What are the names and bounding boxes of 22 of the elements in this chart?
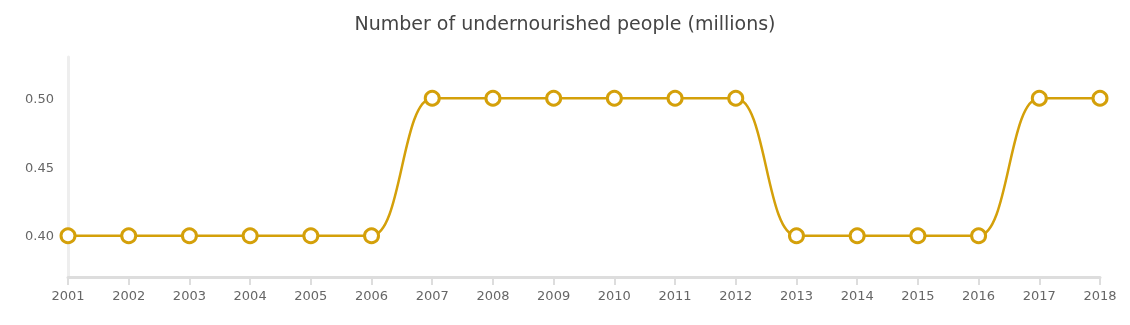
x-tick-label: 2018 <box>1083 288 1117 303</box>
x-tick-label: 2012 <box>719 288 753 303</box>
x-tick-label: 2009 <box>537 288 571 303</box>
x-tick-label: 2005 <box>294 288 328 303</box>
x-tick-label: 2001 <box>51 288 85 303</box>
x-tick-label: 2004 <box>233 288 267 303</box>
x-tick-label: 2002 <box>112 288 146 303</box>
y-tick-label: 0.45 <box>25 159 54 175</box>
x-tick-label: 2014 <box>840 288 874 303</box>
x-tick-label: 2006 <box>354 288 389 303</box>
x-tick-label: 2007 <box>415 288 449 303</box>
x-tick-label: 2016 <box>962 288 996 303</box>
chart-title: Number of undernourished people (millions) <box>354 11 776 34</box>
x-tick-label: 2013 <box>779 288 814 303</box>
x-tick-label: 2011 <box>658 288 692 303</box>
x-tick-label: 2010 <box>597 288 631 303</box>
x-tick-label: 2017 <box>1022 288 1056 303</box>
x-tick-label: 2003 <box>172 288 206 303</box>
x-tick-label: 2008 <box>476 288 510 303</box>
y-tick-label: 0.50 <box>25 90 54 106</box>
y-tick-label: 0.40 <box>25 228 54 244</box>
x-tick-label: 2015 <box>901 288 935 303</box>
